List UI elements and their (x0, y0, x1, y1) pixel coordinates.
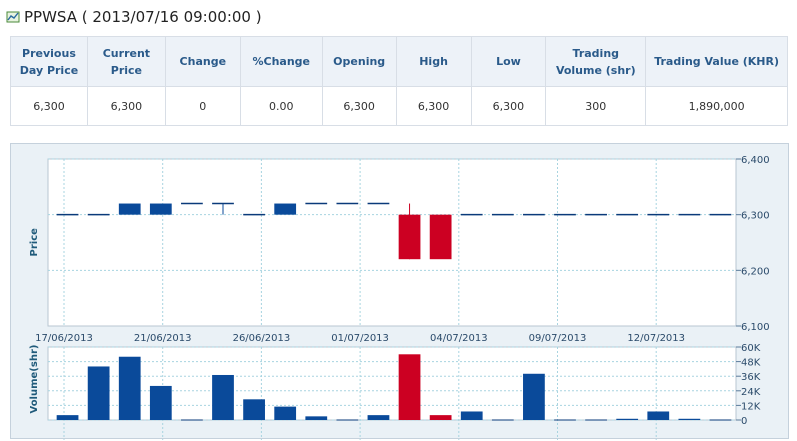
volume-bar (56, 415, 79, 420)
column-header: Current Price (86, 36, 166, 87)
table-cell: 6,300 (10, 86, 88, 126)
volume-bar (523, 373, 545, 420)
volume-tick-label: 24K (741, 387, 761, 398)
volume-tick-label: 48K (741, 358, 761, 369)
x-tick-label: 09/07/2013 (529, 333, 587, 344)
x-tick-label: 17/06/2013 (35, 333, 93, 344)
volume-bar (367, 415, 390, 420)
volume-bar (118, 356, 141, 420)
column-header: Opening (321, 36, 397, 87)
column-header: Previous Day Price (10, 36, 88, 87)
table-cell: 1,890,000 (645, 86, 788, 126)
table-cell: 0 (164, 86, 241, 126)
candle-body (429, 214, 452, 260)
page-title: PPWSA ( 2013/07/16 09:00:00 ) (24, 8, 262, 26)
candle-body (149, 203, 172, 215)
column-header: High (395, 36, 472, 87)
volume-bar (87, 366, 110, 420)
volume-tick-label: 60K (741, 343, 761, 354)
volume-bar (460, 411, 483, 420)
volume-bar (398, 354, 421, 420)
volume-tick-label: 36K (741, 372, 761, 383)
table-cell: 6,300 (321, 86, 397, 126)
chart-icon (6, 11, 20, 23)
price-tick-label: 6,200 (741, 266, 770, 277)
volume-bar (429, 415, 452, 420)
title-bar: PPWSA ( 2013/07/16 09:00:00 ) (6, 6, 262, 28)
table-cell: 300 (545, 86, 647, 126)
column-header: Change (164, 36, 241, 87)
volume-axis-title: Volume(shr) (29, 345, 40, 414)
column-header: %Change (239, 36, 323, 87)
volume-bar (678, 418, 701, 420)
price-tick-label: 6,100 (741, 322, 770, 333)
x-tick-label: 21/06/2013 (134, 333, 192, 344)
candle-body (118, 203, 141, 215)
price-tick-label: 6,300 (741, 211, 770, 222)
volume-bar (274, 406, 297, 420)
quote-value-row: 6,300 6,300 0 0.00 6,300 6,300 6,300 300… (10, 86, 788, 126)
x-tick-label: 26/06/2013 (233, 333, 291, 344)
candle-body (274, 203, 297, 215)
x-tick-label: 04/07/2013 (430, 333, 488, 344)
x-tick-label: 12/07/2013 (627, 333, 685, 344)
volume-bar (243, 399, 265, 420)
table-cell: 6,300 (395, 86, 472, 126)
price-axis-title: Price (29, 228, 40, 257)
x-tick-label: 01/07/2013 (331, 333, 389, 344)
table-cell: 6,300 (86, 86, 166, 126)
volume-bar (305, 416, 328, 420)
volume-bar (647, 411, 670, 420)
table-cell: 0.00 (239, 86, 323, 126)
volume-bar (212, 374, 234, 420)
volume-bar (616, 418, 639, 420)
column-header: Trading Value (KHR) (645, 36, 788, 87)
price-tick-label: 6,400 (741, 155, 770, 166)
volume-tick-label: 12K (741, 401, 761, 412)
price-plot-area (47, 158, 737, 327)
candle-body (398, 214, 421, 260)
table-cell: 6,300 (470, 86, 547, 126)
column-header: Low (470, 36, 547, 87)
volume-bar (149, 385, 172, 420)
quote-table: Previous Day Price Current Price Change … (10, 36, 788, 126)
volume-tick-label: 0 (741, 416, 747, 427)
